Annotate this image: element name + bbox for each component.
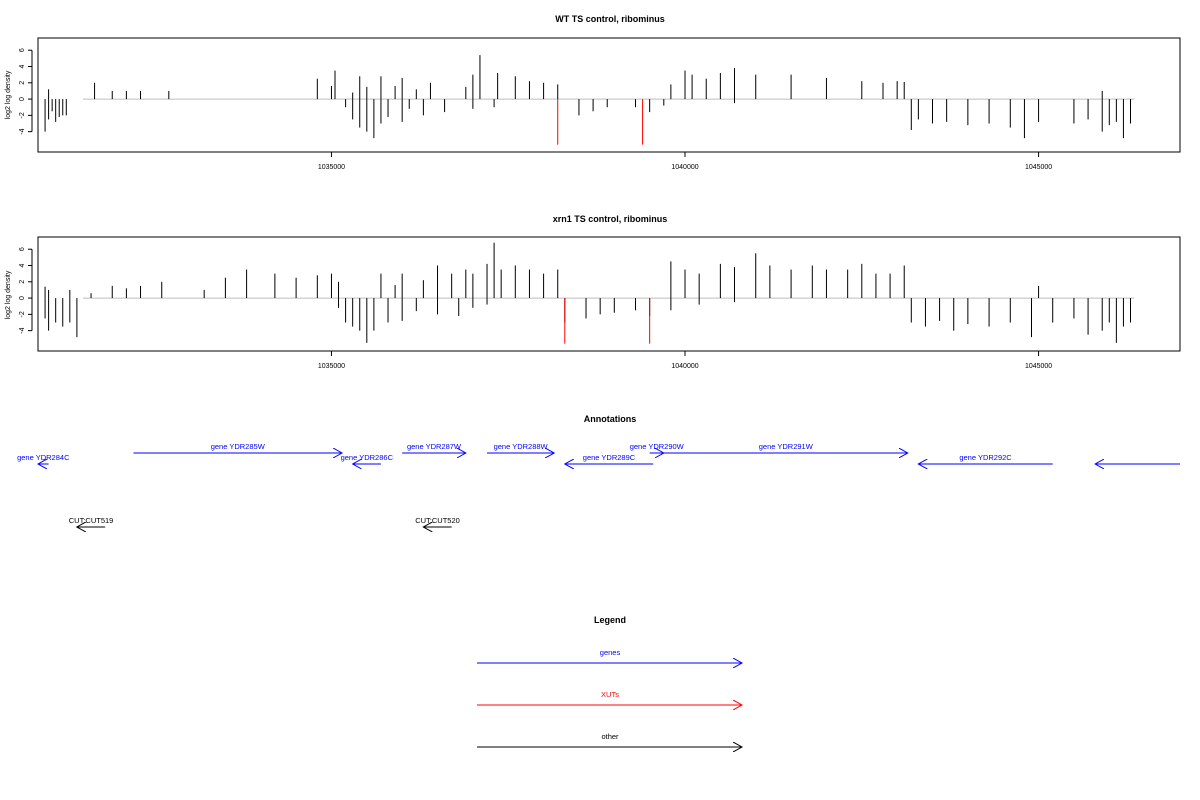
y-axis-label-wt: log2 log density <box>5 70 12 119</box>
plot-frame-wt <box>37 37 1181 153</box>
feature-label: CUT:CUT519 <box>69 516 114 525</box>
y-tick-label: 0 <box>19 97 26 101</box>
x-tick-label: 1040000 <box>671 363 698 370</box>
feature-label: gene YDR286C <box>341 453 394 462</box>
y-tick-label: -4 <box>19 128 26 134</box>
x-tick-label: 1045000 <box>1025 164 1052 171</box>
feature-label: CUT:CUT520 <box>415 516 460 525</box>
y-tick-label: 0 <box>19 296 26 300</box>
annotations-title: Annotations <box>584 414 637 424</box>
y-tick-label: -2 <box>19 311 26 317</box>
bar-group-wt <box>44 55 1135 145</box>
plot-frame-xrn1 <box>37 236 1181 352</box>
axes-xrn1: 6 4 2 0 -2 -4 1035000 1040000 1045000 <box>19 247 1052 370</box>
legend-label-xuts: XUTs <box>601 690 619 699</box>
axes-wt: 6 4 2 0 -2 -4 1035000 1040000 1045000 <box>19 48 1052 171</box>
y-axis-label-xrn1: log2 log density <box>5 270 12 319</box>
x-tick-label: 1045000 <box>1025 363 1052 370</box>
panel-title-xrn1: xrn1 TS control, ribominus <box>553 214 668 224</box>
feature-label: gene YDR290W <box>630 442 685 451</box>
panel-title-wt: WT TS control, ribominus <box>555 14 665 24</box>
feature-label: gene YDR288W <box>494 442 549 451</box>
feature-label: gene YDR291W <box>759 442 814 451</box>
x-tick-label: 1035000 <box>318 363 345 370</box>
panel-wt: WT TS control, ribominus log2 log densit… <box>5 14 1181 171</box>
panel-xrn1: xrn1 TS control, ribominus log2 log dens… <box>5 214 1181 370</box>
feature-label: gene YDR284C <box>17 453 70 462</box>
feature-label: gene YDR289C <box>583 453 636 462</box>
y-tick-label: 6 <box>19 247 26 251</box>
annotation-features: gene YDR284C gene YDR285W gene YDR286C gene… <box>17 442 1180 527</box>
legend-label-genes: genes <box>600 648 621 657</box>
legend-title: Legend <box>594 615 626 625</box>
feature-label: gene YDR287W <box>407 442 462 451</box>
feature-label: gene YDR292C <box>959 453 1012 462</box>
y-tick-label: 2 <box>19 81 26 85</box>
bar-group-xrn1 <box>44 242 1135 344</box>
y-tick-label: 2 <box>19 280 26 284</box>
x-tick-label: 1035000 <box>318 164 345 171</box>
feature-label: gene YDR285W <box>211 442 266 451</box>
x-tick-label: 1040000 <box>671 164 698 171</box>
legend-label-other: other <box>601 732 619 741</box>
y-tick-label: -4 <box>19 327 26 333</box>
y-tick-label: 6 <box>19 48 26 52</box>
legend-panel: Legend genes XUTs other <box>477 615 742 747</box>
legend-items: genes XUTs other <box>477 648 742 747</box>
y-tick-label: 4 <box>19 263 26 267</box>
y-tick-label: 4 <box>19 64 26 68</box>
y-tick-label: -2 <box>19 112 26 118</box>
